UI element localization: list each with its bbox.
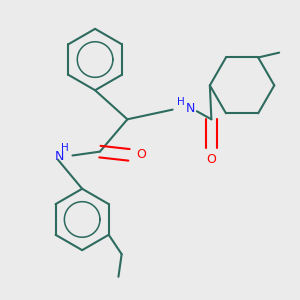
Text: O: O [136,148,146,161]
Text: O: O [206,153,216,166]
Text: N: N [55,150,64,163]
Text: H: H [177,97,184,106]
Text: H: H [61,143,68,153]
Text: N: N [186,101,195,115]
